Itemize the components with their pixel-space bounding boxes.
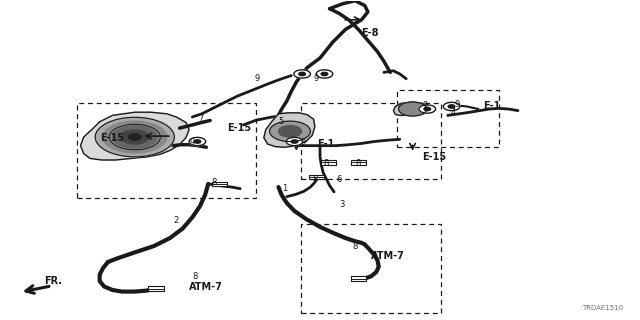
Bar: [321, 160, 336, 164]
Text: 9: 9: [314, 74, 319, 83]
Text: 4: 4: [451, 108, 456, 117]
Text: 3: 3: [339, 200, 344, 209]
Circle shape: [278, 125, 301, 137]
Text: 2: 2: [173, 216, 179, 225]
Circle shape: [113, 126, 157, 148]
Circle shape: [419, 105, 436, 113]
Bar: [301, 103, 442, 179]
Text: 6: 6: [336, 175, 341, 184]
Text: 9: 9: [189, 138, 195, 147]
Text: E-15: E-15: [227, 123, 252, 133]
Circle shape: [321, 72, 328, 76]
Circle shape: [189, 137, 205, 146]
Polygon shape: [81, 112, 189, 160]
Text: 7: 7: [198, 114, 204, 123]
Text: E-15: E-15: [100, 133, 124, 143]
Circle shape: [129, 134, 141, 140]
Circle shape: [294, 70, 310, 78]
Text: 8: 8: [192, 272, 198, 281]
Bar: [351, 276, 366, 281]
Circle shape: [291, 140, 298, 143]
Text: 5: 5: [278, 117, 284, 126]
Text: 8: 8: [355, 159, 360, 168]
Text: 9: 9: [422, 101, 428, 110]
Text: 1: 1: [282, 184, 287, 193]
Circle shape: [299, 72, 305, 76]
Circle shape: [95, 117, 174, 157]
Text: 8: 8: [323, 159, 328, 168]
Polygon shape: [394, 102, 429, 116]
Text: 9: 9: [301, 138, 306, 147]
Text: ATM-7: ATM-7: [371, 251, 405, 260]
Bar: [77, 103, 256, 198]
Circle shape: [121, 130, 149, 144]
Polygon shape: [264, 113, 315, 147]
Circle shape: [444, 102, 460, 111]
Bar: [301, 224, 442, 313]
Circle shape: [424, 108, 431, 111]
Text: E-1: E-1: [483, 101, 500, 111]
Text: 8: 8: [352, 242, 357, 251]
Text: E-8: E-8: [362, 28, 379, 37]
Text: TRDAE1510: TRDAE1510: [582, 305, 623, 311]
Circle shape: [286, 137, 303, 146]
Circle shape: [103, 121, 167, 153]
Circle shape: [448, 105, 455, 108]
Bar: [397, 90, 499, 147]
Circle shape: [316, 70, 333, 78]
Text: 9: 9: [454, 100, 460, 109]
Bar: [309, 175, 324, 179]
Bar: [148, 286, 164, 291]
Circle shape: [194, 140, 201, 143]
Text: 8: 8: [211, 178, 217, 187]
Text: E-15: E-15: [422, 152, 446, 162]
Text: 8: 8: [312, 175, 317, 184]
Bar: [212, 182, 227, 186]
Bar: [351, 160, 366, 164]
Text: E-1: E-1: [317, 139, 334, 149]
Text: FR.: FR.: [44, 276, 62, 286]
Text: ATM-7: ATM-7: [189, 283, 223, 292]
Text: 9: 9: [255, 74, 260, 83]
Circle shape: [399, 102, 427, 116]
Circle shape: [269, 121, 310, 141]
